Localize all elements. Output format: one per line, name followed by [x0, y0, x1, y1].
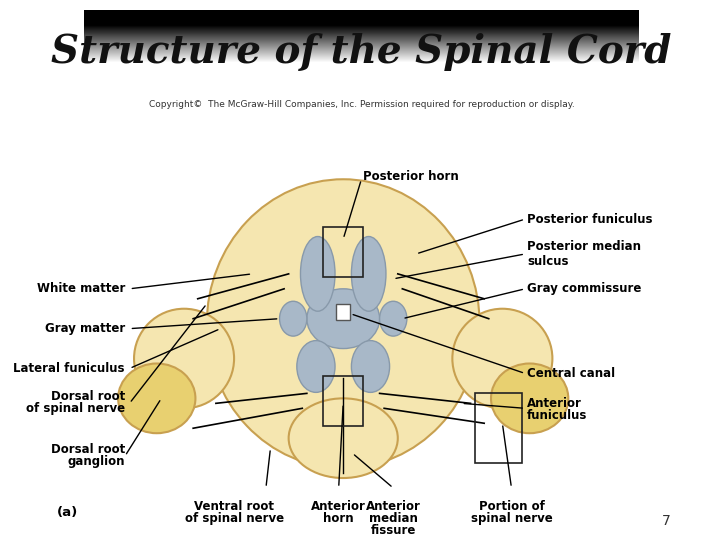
Ellipse shape [351, 341, 390, 393]
Text: Structure of the Spinal Cord: Structure of the Spinal Cord [51, 33, 672, 71]
Text: Gray matter: Gray matter [45, 322, 125, 335]
Ellipse shape [118, 363, 195, 433]
Text: Dorsal root: Dorsal root [50, 390, 125, 403]
Text: of spinal nerve: of spinal nerve [184, 512, 284, 525]
Text: spinal nerve: spinal nerve [471, 512, 552, 525]
Text: Gray commissure: Gray commissure [527, 282, 642, 295]
Text: (a): (a) [57, 507, 78, 519]
Ellipse shape [300, 237, 335, 311]
Text: Portion of: Portion of [479, 500, 544, 513]
Ellipse shape [207, 179, 480, 468]
Text: White matter: White matter [37, 282, 125, 295]
Ellipse shape [134, 309, 234, 408]
FancyBboxPatch shape [336, 303, 351, 320]
Text: of spinal nerve: of spinal nerve [26, 402, 125, 415]
Text: 7: 7 [662, 514, 670, 528]
Text: funiculus: funiculus [527, 409, 588, 422]
Text: Copyright©  The McGraw-Hill Companies, Inc. Permission required for reproduction: Copyright© The McGraw-Hill Companies, In… [148, 100, 575, 109]
Ellipse shape [491, 363, 568, 433]
Text: Posterior horn: Posterior horn [363, 170, 459, 183]
Ellipse shape [289, 399, 397, 478]
Text: Anterior: Anterior [527, 397, 582, 410]
Ellipse shape [307, 289, 379, 348]
Text: horn: horn [323, 512, 354, 525]
Text: Central canal: Central canal [527, 367, 615, 380]
Ellipse shape [351, 237, 386, 311]
Text: median: median [369, 512, 418, 525]
Text: ganglion: ganglion [68, 455, 125, 468]
Text: Dorsal root: Dorsal root [50, 443, 125, 456]
Text: Ventral root: Ventral root [194, 500, 274, 513]
Text: fissure: fissure [371, 524, 416, 537]
Ellipse shape [452, 309, 552, 408]
Ellipse shape [279, 301, 307, 336]
Ellipse shape [379, 301, 407, 336]
Text: Posterior funiculus: Posterior funiculus [527, 213, 652, 226]
Text: Anterior: Anterior [311, 500, 366, 513]
Text: Lateral funiculus: Lateral funiculus [14, 362, 125, 375]
Text: Posterior median
sulcus: Posterior median sulcus [527, 240, 641, 268]
Ellipse shape [297, 341, 335, 393]
Text: Anterior: Anterior [366, 500, 420, 513]
